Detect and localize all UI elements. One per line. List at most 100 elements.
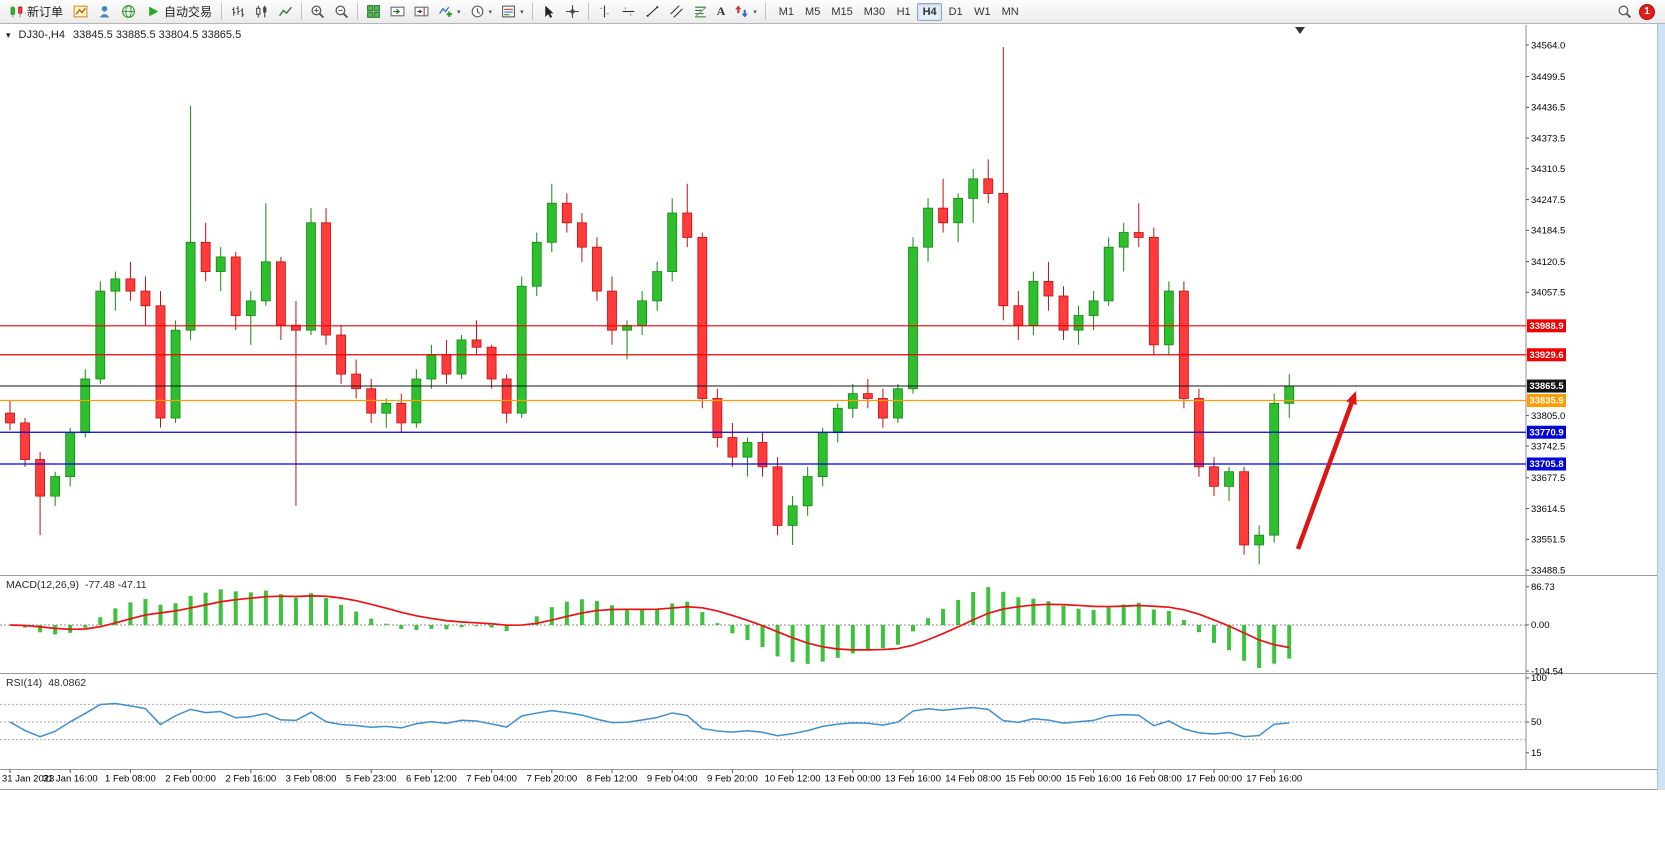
svg-text:17 Feb 16:00: 17 Feb 16:00	[1246, 774, 1302, 785]
svg-text:34120.5: 34120.5	[1531, 257, 1565, 268]
svg-text:34184.5: 34184.5	[1531, 226, 1565, 237]
svg-text:33551.5: 33551.5	[1531, 535, 1565, 546]
toolbar-separator	[301, 3, 303, 20]
svg-text:9 Feb 20:00: 9 Feb 20:00	[707, 774, 758, 785]
svg-text:86.73: 86.73	[1531, 582, 1555, 593]
timeframe-d1-button[interactable]: D1	[948, 5, 963, 18]
auto-scroll-button[interactable]	[386, 2, 409, 22]
trend-arrow-annotation[interactable]	[1295, 391, 1357, 550]
arrows-tool-button[interactable]: ▾	[730, 2, 761, 22]
auto-trading-button[interactable]: 自动交易	[141, 2, 217, 22]
svg-text:0.00: 0.00	[1531, 620, 1550, 631]
svg-text:15 Feb 00:00: 15 Feb 00:00	[1005, 774, 1061, 785]
candlestick-chart-button[interactable]	[250, 2, 273, 22]
bar-chart-icon	[232, 6, 244, 17]
svg-text:13 Feb 00:00: 13 Feb 00:00	[825, 774, 881, 785]
svg-text:33742.5: 33742.5	[1531, 441, 1565, 452]
trendline-icon	[646, 6, 658, 17]
timeframe-h1-button[interactable]: H1	[896, 5, 911, 18]
timeframe-m15-button[interactable]: M15	[831, 5, 853, 18]
tile-windows-icon	[367, 5, 380, 18]
line-chart-button[interactable]	[274, 2, 297, 22]
crosshair-icon	[565, 5, 579, 18]
timeframe-m30-button[interactable]: M30	[863, 5, 886, 18]
svg-text:33770.9: 33770.9	[1529, 427, 1563, 438]
indicators-icon	[439, 6, 452, 17]
crosshair-button[interactable]	[561, 2, 584, 22]
svg-text:33677.5: 33677.5	[1531, 473, 1565, 484]
svg-text:33929.6: 33929.6	[1529, 350, 1563, 361]
equidistant-channel-button[interactable]	[665, 2, 688, 22]
timeframe-w1-button[interactable]: W1	[974, 5, 991, 18]
trendline-button[interactable]	[641, 2, 664, 22]
price-level-badge	[1527, 379, 1566, 393]
timeframe-mn-button[interactable]: MN	[1001, 5, 1019, 18]
svg-text:33988.9: 33988.9	[1529, 321, 1563, 332]
svg-text:33705.8: 33705.8	[1529, 459, 1563, 470]
market-watch-button[interactable]	[117, 2, 140, 22]
indicators-button[interactable]: ▾	[434, 2, 465, 22]
tile-windows-button[interactable]	[362, 2, 385, 22]
svg-text:2 Feb 00:00: 2 Feb 00:00	[165, 774, 216, 785]
search-button[interactable]	[1613, 2, 1636, 22]
new-order-icon	[10, 5, 23, 18]
svg-text:33488.5: 33488.5	[1531, 565, 1565, 576]
text-tool-letter: A	[716, 4, 726, 18]
zoom-in-button[interactable]	[306, 2, 329, 22]
dropdown-caret: ▾	[457, 8, 461, 16]
svg-text:16 Feb 08:00: 16 Feb 08:00	[1126, 774, 1182, 785]
chart-symbol-period: DJ30-,H4	[18, 29, 65, 41]
svg-text:31 Jan 16:00: 31 Jan 16:00	[43, 774, 98, 785]
timeframe-m1-button[interactable]: M1	[778, 5, 795, 18]
main-toolbar: 新订单 自动交易	[0, 0, 1665, 24]
profiles-button[interactable]	[93, 2, 116, 22]
svg-text:13 Feb 16:00: 13 Feb 16:00	[885, 774, 941, 785]
bar-chart-button[interactable]	[226, 2, 249, 22]
dropdown-caret: ▾	[753, 8, 757, 16]
toolbar-separator	[764, 3, 766, 20]
profiles-icon	[99, 6, 110, 18]
cursor-button[interactable]	[537, 2, 560, 22]
rsi-value: 48.0862	[48, 677, 87, 689]
zoom-out-button[interactable]	[330, 2, 353, 22]
candlestick-chart-icon	[256, 5, 267, 18]
line-chart-icon	[279, 6, 292, 17]
fibonacci-icon	[694, 6, 706, 18]
horizontal-line-button[interactable]	[617, 2, 640, 22]
one-click-trading-toggle[interactable]: ▾	[6, 29, 11, 40]
vertical-line-button[interactable]	[593, 2, 616, 22]
dropdown-caret: ▾	[520, 8, 524, 16]
cursor-icon	[544, 5, 554, 18]
templates-button[interactable]: ▾	[497, 2, 528, 22]
price-level-badge	[1527, 319, 1566, 333]
price-level-lines: 33988.9 33929.6 33865.5 33835.9 33770.9 33705…	[0, 319, 1566, 471]
toolbar-separator	[587, 3, 589, 20]
new-order-button[interactable]: 新订单	[4, 2, 68, 22]
svg-text:34373.5: 34373.5	[1531, 133, 1565, 144]
svg-text:8 Feb 12:00: 8 Feb 12:00	[587, 774, 638, 785]
svg-text:1 Feb 08:00: 1 Feb 08:00	[105, 774, 156, 785]
periods-button[interactable]: ▾	[466, 2, 497, 22]
price-level-badge	[1527, 348, 1566, 362]
chart-ohlc-values: 33845.5 33885.5 33804.5 33865.5	[73, 29, 242, 41]
timeframe-m5-button[interactable]: M5	[805, 5, 821, 18]
svg-text:15: 15	[1531, 748, 1542, 759]
svg-text:50: 50	[1531, 717, 1542, 728]
dropdown-caret: ▾	[488, 8, 493, 16]
notification-badge[interactable]: 1	[1639, 3, 1655, 20]
chart-shift-marker	[1295, 27, 1305, 34]
price-axis: 34564.0 34499.5 34436.5 34373.5 34310.5 34247…	[1526, 40, 1565, 576]
chart-canvas[interactable]: 34564.0 34499.5 34436.5 34373.5 34310.5 34247…	[0, 25, 1665, 790]
svg-text:34310.5: 34310.5	[1531, 164, 1565, 175]
new-order-label: 新订单	[27, 5, 64, 19]
svg-text:33865.5: 33865.5	[1529, 381, 1564, 392]
charts-window-button[interactable]	[69, 2, 92, 22]
fibonacci-button[interactable]	[689, 2, 712, 22]
timeframe-h4-button[interactable]: H4	[917, 2, 943, 21]
macd-values: -77.48 -47.11	[84, 579, 147, 591]
text-tool-button[interactable]: A	[713, 2, 730, 22]
vertical-scrollbar[interactable]	[1657, 0, 1665, 790]
chart-shift-button[interactable]	[410, 2, 433, 22]
vertical-line-icon	[599, 5, 609, 18]
